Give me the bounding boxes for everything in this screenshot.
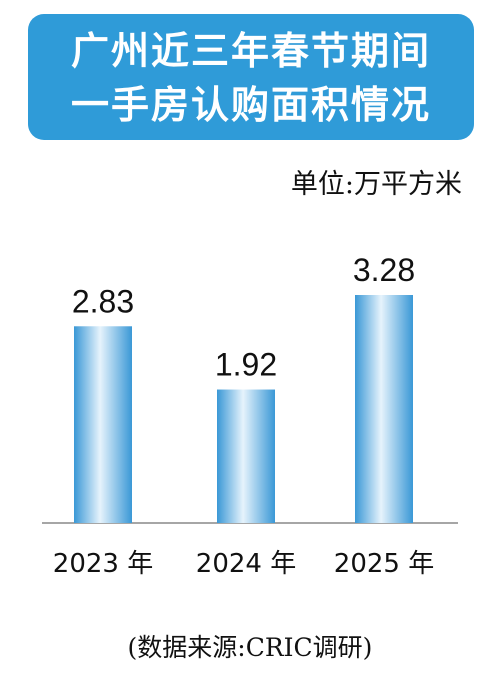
source-note: (数据来源:CRIC调研): [127, 633, 373, 662]
title-line-1: 广州近三年春节期间: [70, 29, 431, 73]
data-label-2: 1.92: [215, 347, 277, 383]
bar-1: [74, 326, 132, 523]
bar-3: [355, 295, 413, 523]
data-label-3: 3.28: [353, 252, 415, 288]
title-line-2: 一手房认购面积情况: [70, 83, 431, 127]
bar-2: [217, 389, 275, 523]
data-label-1: 2.83: [72, 283, 134, 319]
category-label-2: 2024 年: [196, 549, 296, 579]
category-label-1: 2023 年: [53, 549, 153, 579]
unit-label: 单位:万平方米: [290, 169, 462, 200]
category-label-3: 2025 年: [334, 549, 434, 579]
title-banner: 广州近三年春节期间 一手房认购面积情况: [28, 14, 474, 140]
